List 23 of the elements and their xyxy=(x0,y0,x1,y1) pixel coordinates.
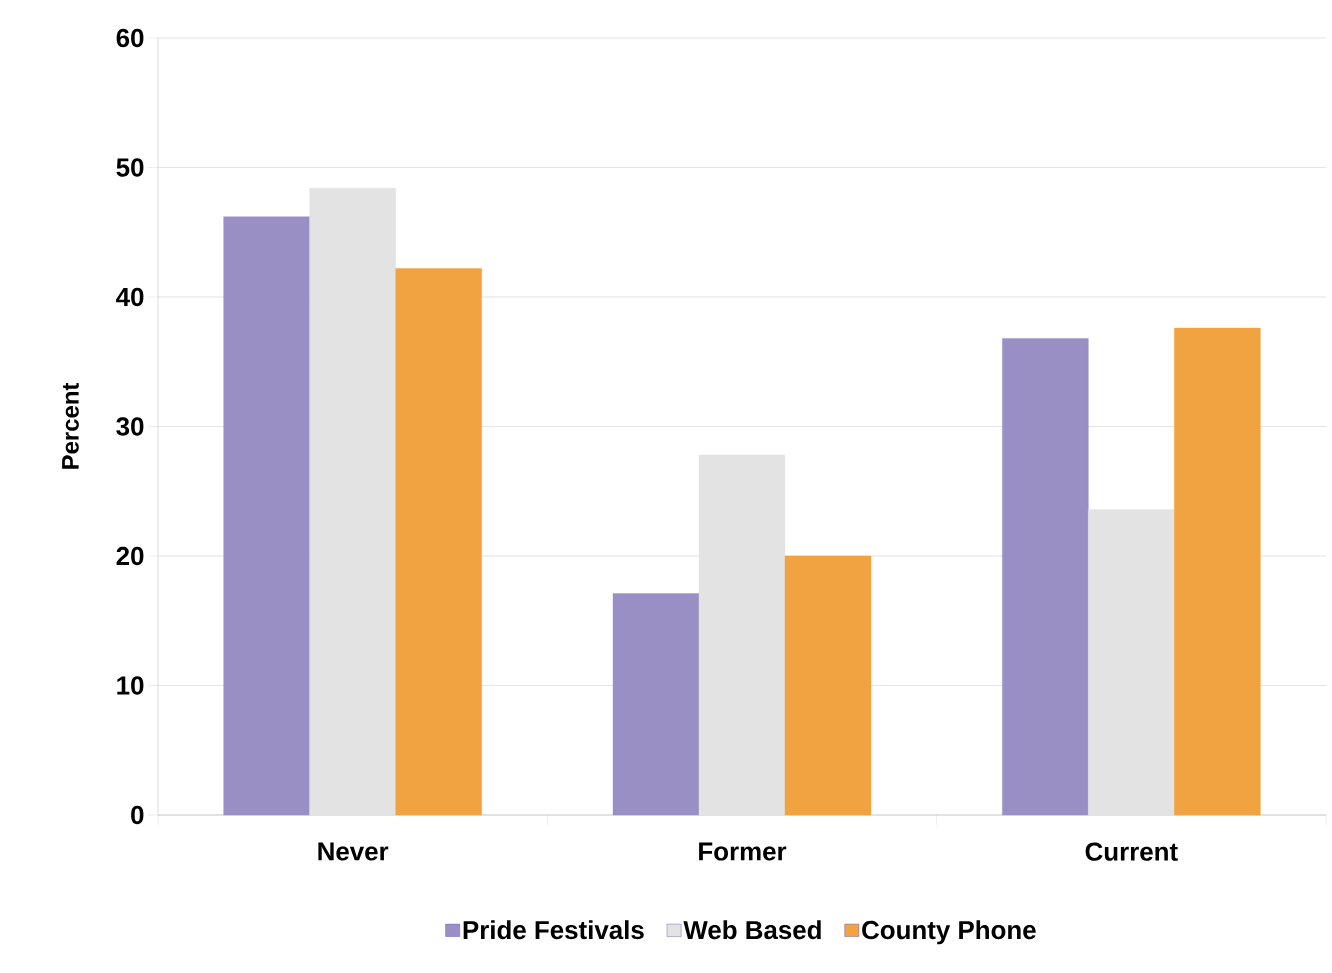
bar xyxy=(395,268,482,816)
bar xyxy=(1174,327,1261,816)
y-tick-label: 10 xyxy=(117,676,144,695)
x-tick-label: Current xyxy=(1085,842,1178,861)
legend-label: Pride Festivals xyxy=(463,920,644,940)
bar xyxy=(1002,338,1089,816)
bar xyxy=(309,188,396,816)
y-axis-title: Percent xyxy=(62,382,79,469)
y-tick-label: 20 xyxy=(116,546,144,566)
bar xyxy=(612,593,700,816)
bar xyxy=(784,555,872,816)
y-tick-label: 40 xyxy=(116,287,144,307)
legend-label: Web Based xyxy=(683,920,821,940)
y-tick-label: 50 xyxy=(116,158,144,177)
bar xyxy=(698,454,786,816)
bar xyxy=(1088,509,1175,816)
y-tick-label: 60 xyxy=(116,28,144,48)
bar xyxy=(223,216,310,816)
x-tick-label: Never xyxy=(318,842,389,861)
legend-label: County Phone xyxy=(862,920,1036,945)
y-tick-label: 0 xyxy=(131,805,144,825)
y-tick-label: 30 xyxy=(116,417,144,436)
x-tick-label: Former xyxy=(699,842,787,861)
